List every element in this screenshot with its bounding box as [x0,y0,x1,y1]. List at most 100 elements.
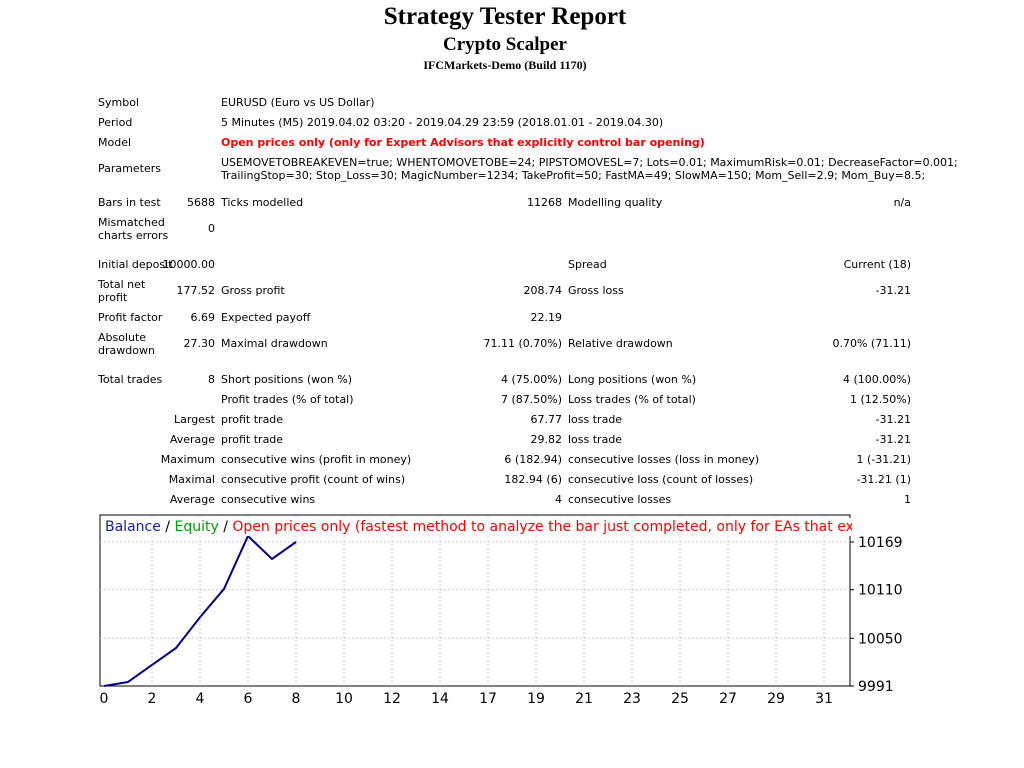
chart-legend: Balance / Equity / Open prices only (fas… [105,518,852,536]
model-value: Open prices only (only for Expert Adviso… [221,136,705,149]
profit-factor-value: 6.69 [190,311,216,324]
profit-trades-value: 7 (87.50%) [500,393,562,406]
relative-drawdown-value: 0.70% (71.11) [832,337,911,350]
x-tick-label: 8 [292,691,301,707]
y-tick-label: 10169 [858,535,903,551]
absolute-drawdown-label-line-1: Absolute [98,331,147,344]
x-tick-label: 27 [719,691,737,707]
legend-separator: / [218,519,233,535]
x-tick-label: 4 [196,691,205,707]
quality-label: Modelling quality [568,196,663,209]
largest-label: Largest [174,413,215,426]
average-loss-value: -31.21 [875,433,911,446]
x-tick-label: 25 [671,691,689,707]
parameters-line-1: USEMOVETOBREAKEVEN=true; WHENTOMOVETOBE=… [221,156,958,169]
profit-factor-label: Profit factor [98,311,163,324]
average-consecutive-losses-label: consecutive losses [568,493,672,506]
maximal-consecutive-loss-label: consecutive loss (count of losses) [568,473,754,486]
x-tick-label: 10 [335,691,353,707]
net-profit-label-line-1: Total net [98,278,146,291]
x-tick-label: 12 [383,691,401,707]
parameters-label: Parameters [98,162,161,175]
y-tick-label: 10050 [858,631,903,647]
x-tick-label: 19 [527,691,545,707]
largest-loss-label: loss trade [568,413,623,426]
period-label: Period [98,116,133,129]
series-line-balance [103,534,297,687]
average-consecutive-wins-label: consecutive wins [221,493,316,506]
average-label: Average [169,433,215,446]
total-trades-label: Total trades [98,373,163,386]
period-value: 5 Minutes (M5) 2019.04.02 03:20 - 2019.0… [221,116,664,129]
absolute-drawdown-label-line-2: drawdown [98,344,155,357]
y-tick-label: 10110 [858,583,903,599]
average-profit-label: profit trade [221,433,284,446]
max-consecutive-wins-value: 6 (182.94) [504,453,562,466]
expected-payoff-value: 22.19 [530,311,563,324]
legend-balance: Balance [105,519,161,535]
maximal-drawdown-label: Maximal drawdown [221,337,328,350]
maximal-consecutive-profit-label: consecutive profit (count of wins) [221,473,406,486]
average-consecutive-label: Average [169,493,215,506]
x-tick-label: 17 [479,691,497,707]
average-profit-value: 29.82 [530,433,563,446]
bars-label: Bars in test [98,196,161,209]
expected-payoff-label: Expected payoff [221,311,311,324]
symbol-label: Symbol [98,96,139,109]
profit-trades-label: Profit trades (% of total) [221,393,354,406]
model-label: Model [98,136,132,149]
balance-chart: 0 2 4 6 8 10 12 14 17 19 21 23 25 27 29 31 10169 10110 100… [99,514,903,707]
net-profit-label-line-2: profit [98,291,128,304]
deposit-value: 10000.00 [162,258,216,271]
absolute-drawdown-value: 27.30 [183,337,216,350]
maximal-consecutive-loss-value: -31.21 (1) [856,473,911,486]
mismatch-value: 0 [208,222,215,235]
maximal-consecutive-profit-value: 182.94 (6) [504,473,562,486]
ticks-value: 11268 [527,196,562,209]
spread-value: Current (18) [843,258,911,271]
x-tick-label: 0 [100,691,109,707]
long-positions-label: Long positions (won %) [568,373,697,386]
legend-separator: / [160,519,175,535]
symbol-value: EURUSD (Euro vs US Dollar) [221,96,375,109]
plot-frame [99,514,851,687]
max-consecutive-losses-value: 1 (-31.21) [856,453,911,466]
loss-trades-value: 1 (12.50%) [849,393,911,406]
gross-loss-label: Gross loss [568,284,624,297]
largest-loss-value: -31.21 [875,413,911,426]
max-consecutive-wins-label: consecutive wins (profit in money) [221,453,412,466]
deposit-label: Initial deposit [98,258,173,271]
net-profit-value: 177.52 [176,284,216,297]
maximum-label: Maximum [160,453,215,466]
report-title: Strategy Tester Report [383,3,627,30]
x-tick-label: 29 [767,691,785,707]
spread-label: Spread [568,258,607,271]
short-positions-label: Short positions (won %) [221,373,353,386]
relative-drawdown-label: Relative drawdown [568,337,673,350]
largest-profit-value: 67.77 [530,413,563,426]
maximal-label: Maximal [168,473,215,486]
maximal-drawdown-value: 71.11 (0.70%) [483,337,562,350]
server-name: IFCMarkets-Demo (Build 1170) [423,58,587,72]
total-trades-value: 8 [208,373,215,386]
bars-value: 5688 [187,196,215,209]
mismatch-label-line-2: charts errors [98,229,169,242]
average-consecutive-wins-value: 4 [555,493,562,506]
expert-name: Crypto Scalper [442,34,567,55]
ticks-label: Ticks modelled [221,196,304,209]
x-tick-label: 14 [431,691,449,707]
x-tick-label: 2 [148,691,157,707]
long-positions-value: 4 (100.00%) [842,373,911,386]
average-loss-label: loss trade [568,433,623,446]
mismatch-label-line-1: Mismatched [98,216,165,229]
legend-model-text: Open prices only (fastest method to anal… [232,519,852,535]
average-consecutive-losses-value: 1 [904,493,911,506]
x-tick-label: 6 [244,691,253,707]
x-tick-label: 21 [575,691,593,707]
x-tick-label: 31 [815,691,833,707]
y-tick-label: 9991 [858,679,894,695]
quality-value: n/a [893,196,911,209]
parameters-line-2: TrailingStop=30; Stop_Loss=30; MagicNumb… [221,169,926,182]
short-positions-value: 4 (75.00%) [500,373,562,386]
loss-trades-label: Loss trades (% of total) [568,393,696,406]
